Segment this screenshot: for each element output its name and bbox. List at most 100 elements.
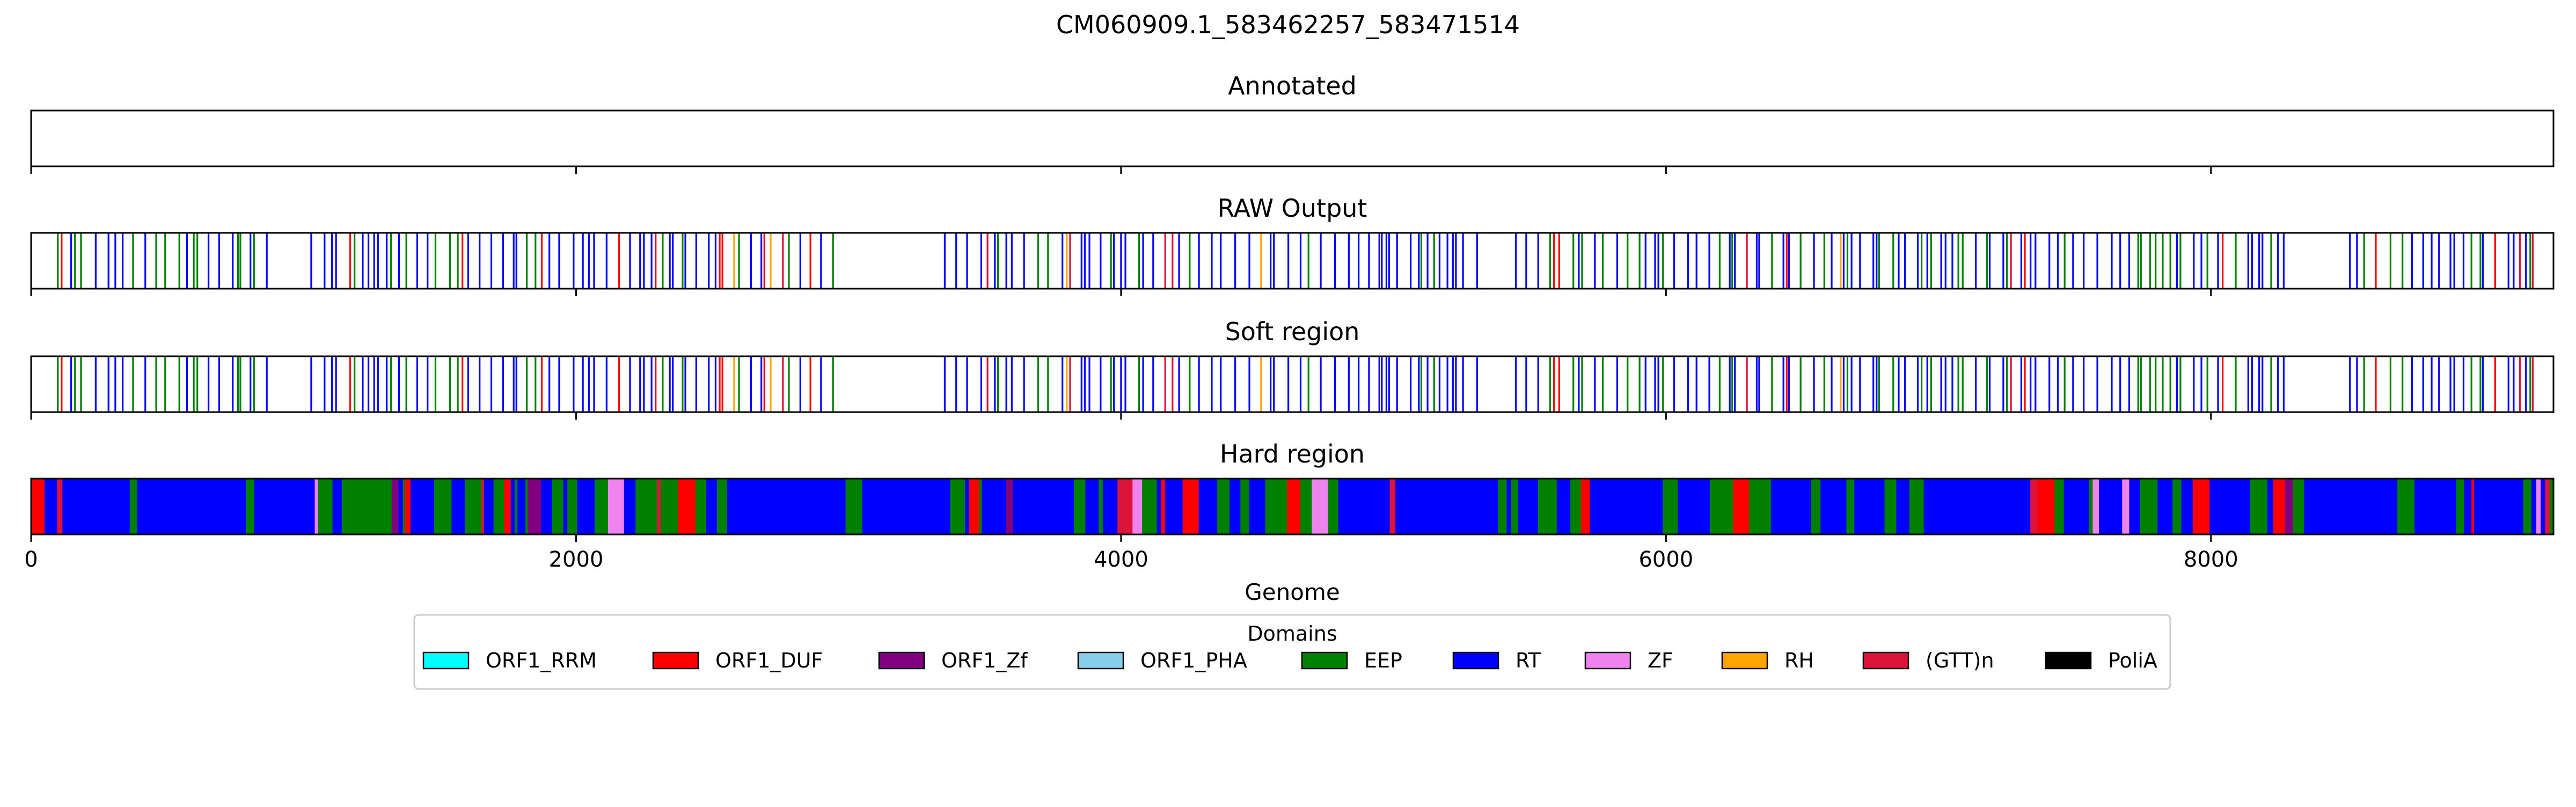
domain-segment bbox=[1074, 479, 1086, 534]
domain-segment bbox=[129, 479, 138, 534]
track-frame bbox=[30, 109, 2555, 167]
domain-segment bbox=[434, 479, 440, 534]
domain-segment bbox=[1785, 479, 1800, 534]
domain-segment bbox=[2549, 479, 2554, 534]
legend-label: ORF1_Zf bbox=[941, 649, 1028, 672]
domain-segment bbox=[72, 479, 130, 534]
domain-segment bbox=[2480, 479, 2493, 534]
domain-segment bbox=[2140, 479, 2158, 534]
track-annotated bbox=[30, 109, 2555, 174]
domain-segment bbox=[563, 479, 566, 534]
domain-segment bbox=[484, 479, 494, 534]
domain-segment bbox=[2369, 479, 2380, 534]
domain-segment bbox=[405, 479, 411, 534]
domain-segment bbox=[1373, 479, 1391, 534]
legend-label: PoliA bbox=[2108, 649, 2157, 672]
domain-segment bbox=[2314, 479, 2370, 534]
domain-segment bbox=[254, 479, 267, 534]
domain-segment bbox=[1764, 479, 1772, 534]
domain-segment bbox=[164, 479, 183, 534]
domain-segment bbox=[2473, 479, 2482, 534]
domain-segment bbox=[831, 479, 836, 534]
domain-segment bbox=[816, 479, 832, 534]
domain-segment bbox=[2414, 479, 2420, 534]
domain-segment bbox=[1165, 479, 1179, 534]
domain-segment bbox=[594, 479, 609, 534]
domain-segment bbox=[1648, 479, 1663, 534]
domain-segment bbox=[1695, 479, 1710, 534]
domain-segment bbox=[44, 479, 57, 534]
domain-segment bbox=[1399, 479, 1416, 534]
x-tick-label: 2000 bbox=[549, 547, 604, 572]
domain-segment bbox=[1663, 479, 1678, 534]
domain-segment bbox=[608, 479, 625, 534]
domain-segment bbox=[1570, 479, 1573, 534]
legend-swatch bbox=[1452, 651, 1499, 670]
domain-segment bbox=[1102, 479, 1106, 534]
track-raw-output bbox=[30, 232, 2555, 296]
domain-segment bbox=[2441, 479, 2457, 534]
domain-segment bbox=[835, 479, 846, 534]
domain-segment bbox=[624, 479, 631, 534]
domain-segment bbox=[1006, 479, 1014, 534]
domain-segment bbox=[1141, 479, 1158, 534]
domain-segment bbox=[1300, 479, 1312, 534]
legend-label: ORF1_DUF bbox=[715, 649, 823, 672]
legend-label: RT bbox=[1516, 649, 1541, 672]
domain-segment bbox=[1013, 479, 1029, 534]
domain-segment bbox=[1415, 479, 1461, 534]
domain-segment bbox=[1678, 479, 1696, 534]
domain-segment bbox=[2285, 479, 2293, 534]
domain-segment bbox=[410, 479, 423, 534]
domain-segment bbox=[266, 479, 283, 534]
domain-segment bbox=[1338, 479, 1350, 534]
domain-segment bbox=[706, 479, 718, 534]
legend-swatch bbox=[2045, 651, 2092, 670]
domain-segment bbox=[716, 479, 728, 534]
domain-segment bbox=[1105, 479, 1118, 534]
x-tick-label: 0 bbox=[24, 547, 38, 572]
domain-segment bbox=[1518, 479, 1528, 534]
domain-segment bbox=[1884, 479, 1897, 534]
domain-segment bbox=[2293, 479, 2305, 534]
domain-segment bbox=[630, 479, 636, 534]
domain-segment bbox=[1287, 479, 1301, 534]
domain-segment bbox=[1770, 479, 1786, 534]
domain-segment bbox=[2471, 479, 2475, 534]
domain-segment bbox=[742, 479, 757, 534]
domain-segment bbox=[964, 479, 970, 534]
domain-segment bbox=[1043, 479, 1050, 534]
domain-segment bbox=[1547, 479, 1557, 534]
domain-segment bbox=[640, 479, 657, 534]
domain-segment bbox=[2075, 479, 2089, 534]
domain-segment bbox=[1178, 479, 1183, 534]
domain-segment bbox=[2054, 479, 2065, 534]
domain-segment bbox=[2492, 479, 2499, 534]
legend-swatch bbox=[1862, 651, 1909, 670]
domain-segment bbox=[2379, 479, 2398, 534]
legend-swatch bbox=[878, 651, 925, 670]
domain-segment bbox=[1556, 479, 1571, 534]
domain-segment bbox=[2263, 479, 2268, 534]
domain-segment bbox=[1846, 479, 1855, 534]
domain-segment bbox=[2063, 479, 2068, 534]
domain-segment bbox=[2541, 479, 2545, 534]
domain-segment bbox=[1461, 479, 1476, 534]
domain-segment bbox=[1050, 479, 1063, 534]
domain-segment bbox=[1511, 479, 1519, 534]
legend-label: ORF1_RRM bbox=[486, 649, 597, 672]
domain-segment bbox=[1475, 479, 1490, 534]
domain-segment bbox=[481, 479, 485, 534]
domain-segment bbox=[2225, 479, 2241, 534]
domain-segment bbox=[1572, 479, 1582, 534]
domain-segment bbox=[1923, 479, 1978, 534]
domain-segment bbox=[1873, 479, 1885, 534]
domain-segment bbox=[1099, 479, 1103, 534]
domain-segment bbox=[2089, 479, 2094, 534]
domain-segment bbox=[2310, 479, 2315, 534]
domain-segment bbox=[2107, 479, 2123, 534]
domain-segment bbox=[1328, 479, 1339, 534]
domain-segment bbox=[1249, 479, 1266, 534]
track-title-annotated: Annotated bbox=[1228, 71, 1357, 100]
